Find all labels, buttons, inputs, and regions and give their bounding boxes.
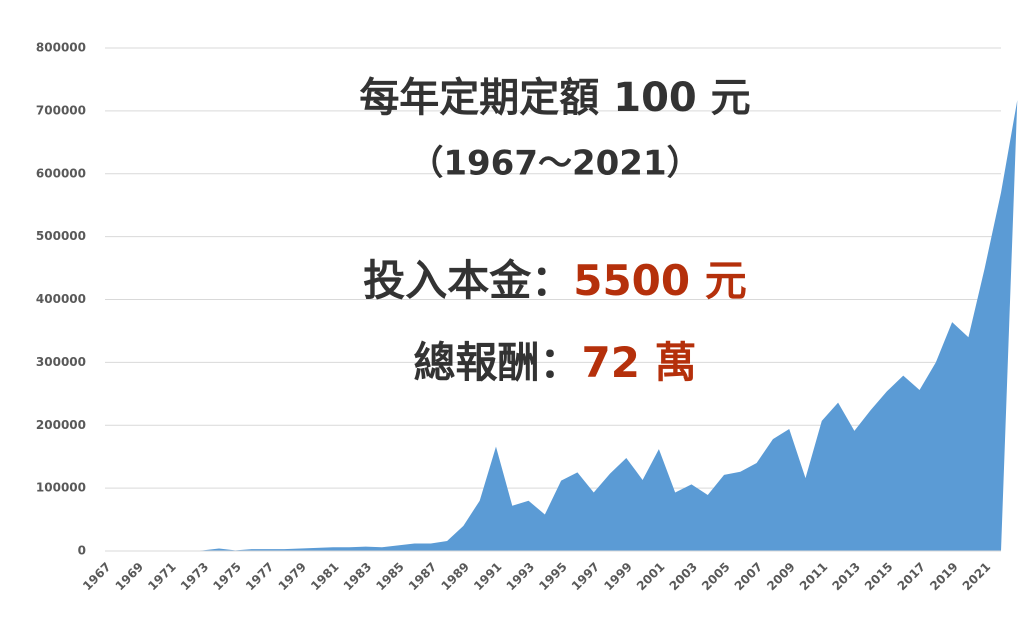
plot-area: 0 100000 200000 300000 400000 500000 600000 700… — [36, 41, 1018, 594]
x-tick-label: 2015 — [862, 560, 896, 594]
x-tick-label: 2009 — [764, 560, 798, 594]
y-tick-label: 500000 — [36, 229, 86, 243]
x-tick-label: 1997 — [569, 560, 603, 594]
annotation: 投入本金：5500 元 — [363, 256, 747, 305]
x-tick-label: 1995 — [536, 560, 570, 594]
x-tick-label: 2011 — [797, 560, 831, 594]
x-tick-label: 1979 — [276, 560, 310, 594]
x-tick-label: 2007 — [732, 560, 766, 594]
x-tick-label: 1987 — [406, 560, 440, 594]
x-tick-label: 1989 — [438, 560, 472, 594]
x-tick-label: 1985 — [373, 560, 407, 594]
x-tick-label: 1983 — [341, 560, 375, 594]
x-tick-label: 1993 — [504, 560, 538, 594]
x-tick-label: 2005 — [699, 560, 733, 594]
chart-title: 每年定期定額 100 元 — [359, 75, 750, 121]
x-tick-label: 1975 — [210, 560, 244, 594]
y-tick-label: 400000 — [36, 292, 86, 306]
y-tick-label: 100000 — [36, 481, 86, 495]
x-tick-label: 2013 — [829, 560, 863, 594]
x-tick-label: 1969 — [113, 560, 147, 594]
y-tick-label: 600000 — [36, 166, 86, 180]
x-tick-label: 2003 — [667, 560, 701, 594]
x-tick-label: 2001 — [634, 560, 668, 594]
annotation: 總報酬：72 萬 — [413, 338, 696, 387]
x-tick-label: 1981 — [308, 560, 342, 594]
x-tick-label: 1991 — [471, 560, 505, 594]
x-tick-label: 2017 — [895, 560, 929, 594]
y-tick-label: 200000 — [36, 418, 86, 432]
annotation-label: 總報酬： — [413, 338, 581, 387]
y-tick-label: 800000 — [36, 41, 86, 55]
x-tick-label: 2021 — [960, 560, 994, 594]
annotation-value: 5500 元 — [573, 256, 747, 305]
annotation-label: 投入本金： — [363, 256, 573, 305]
y-tick-label: 300000 — [36, 355, 86, 369]
x-tick-label: 1971 — [145, 560, 179, 594]
x-tick-label: 1977 — [243, 560, 277, 594]
area — [105, 100, 1018, 551]
x-tick-label: 2019 — [927, 560, 961, 594]
annotation-value: 72 萬 — [581, 338, 696, 387]
y-tick-label: 700000 — [36, 103, 86, 117]
x-tick-label: 1999 — [601, 560, 635, 594]
x-tick-label: 1967 — [80, 560, 114, 594]
x-tick-label: 1973 — [178, 560, 212, 594]
chart-subtitle: （1967～2021） — [409, 144, 700, 184]
y-tick-label: 0 — [78, 544, 86, 558]
